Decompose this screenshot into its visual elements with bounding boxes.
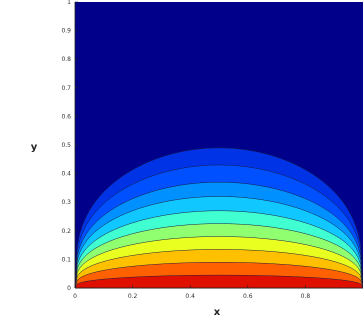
contour-bands: [74, 147, 363, 289]
y-tick-label: 0: [67, 285, 71, 292]
x-tick-label: 0: [73, 293, 77, 300]
y-axis-ticks: 0 0.1 0.2 0.3 0.4 0.5 0.6 0.7 0.8 0.9 1: [61, 0, 78, 292]
y-tick-label: 0.5: [61, 142, 71, 149]
contour-band-10: [74, 274, 363, 289]
y-tick-label: 0.4: [61, 171, 71, 178]
x-tick-label: 0.2: [128, 293, 138, 300]
x-tick-label: 0.8: [301, 293, 311, 300]
x-tick-label: 0.4: [185, 293, 195, 300]
y-tick-label: 0.8: [61, 56, 71, 63]
y-axis-label: y: [31, 142, 38, 153]
y-tick-label: 1: [67, 0, 71, 6]
y-tick-label: 0.2: [61, 228, 71, 235]
x-tick-label: 0.6: [243, 293, 253, 300]
y-tick-label: 0.3: [61, 199, 71, 206]
y-tick-label: 0.1: [61, 256, 71, 263]
y-tick-label: 0.7: [61, 85, 71, 92]
y-tick-label: 0.9: [61, 28, 71, 35]
x-axis-label: x: [214, 307, 221, 318]
y-tick-label: 0.6: [61, 113, 71, 120]
